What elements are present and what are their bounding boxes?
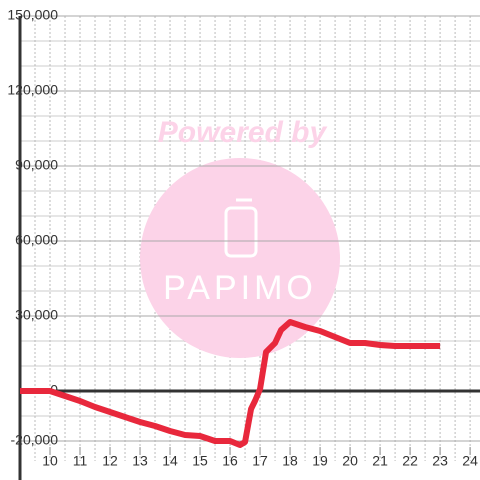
- line-series: [20, 319, 441, 448]
- x-tick-label: 23: [432, 453, 448, 469]
- x-tick-label: 20: [342, 453, 358, 469]
- y-tick-label: 120,000: [7, 82, 58, 98]
- x-tick-label: 16: [222, 453, 238, 469]
- x-tick-label: 12: [102, 453, 118, 469]
- x-tick-label: 24: [462, 453, 478, 469]
- x-tick-label: 15: [192, 453, 208, 469]
- x-tick-label: 18: [282, 453, 298, 469]
- watermark: Powered by PAPIMO: [140, 116, 340, 358]
- x-tick-label: 10: [42, 453, 58, 469]
- x-tick-label: 14: [162, 453, 178, 469]
- x-tick-label: 11: [73, 453, 88, 469]
- watermark-top: Powered by: [158, 116, 328, 149]
- x-tick-label: 21: [372, 453, 388, 469]
- x-tick-label: 17: [252, 453, 268, 469]
- x-tick-label: 22: [402, 453, 418, 469]
- x-tick-label: 19: [312, 453, 328, 469]
- y-tick-label: 90,000: [15, 157, 58, 173]
- y-tick-label: -20,000: [11, 432, 59, 448]
- y-tick-label: 60,000: [15, 232, 58, 248]
- y-tick-label: 150,000: [7, 7, 58, 23]
- watermark-brand: PAPIMO: [163, 269, 317, 307]
- x-tick-label: 13: [132, 453, 148, 469]
- watermark-circle: [140, 158, 340, 358]
- y-tick-label: 30,000: [15, 307, 58, 323]
- watermark-phone: [224, 206, 258, 258]
